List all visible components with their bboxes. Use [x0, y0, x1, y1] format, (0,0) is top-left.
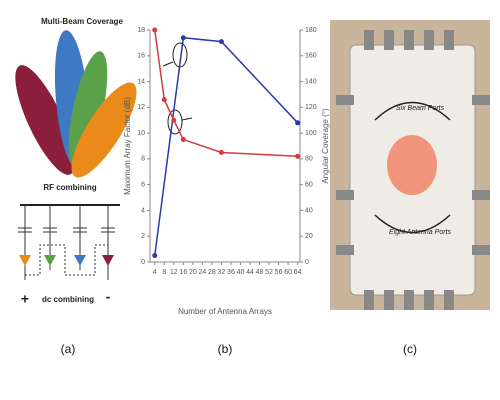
x-tick-label: 52	[265, 269, 273, 276]
y2-tick-label: 40	[305, 207, 313, 214]
point	[295, 153, 301, 159]
y-tick-label: 16	[137, 53, 145, 60]
x-tick-label: 28	[208, 269, 216, 276]
y2-axis-label: Angular Coverage (°)	[321, 108, 330, 184]
x-tick-label: 44	[246, 269, 254, 276]
arrow	[374, 214, 451, 234]
x-tick-label: 20	[189, 269, 197, 276]
arrow	[374, 101, 451, 121]
y-tick-label: 4	[141, 207, 145, 214]
point	[218, 39, 224, 45]
diode	[102, 255, 114, 266]
panel-c: Six Beam Ports Eight Antenna Ports (c)	[330, 20, 490, 356]
x-tick-label: 60	[284, 269, 292, 276]
caption: (b)	[218, 342, 233, 356]
connectors	[336, 30, 490, 310]
beam	[71, 82, 137, 178]
point	[161, 97, 167, 103]
x-tick-label: 16	[179, 269, 187, 276]
y2-tick-label: 60	[305, 182, 313, 189]
x-tick-label: 12	[170, 269, 178, 276]
beam	[68, 51, 108, 169]
rf-label: RF combining	[43, 183, 96, 192]
diode	[74, 255, 86, 266]
y2-tick-label: 80	[305, 156, 313, 163]
panel-a: Multi-Beam Coverage RF combining + - dc …	[15, 17, 137, 356]
y-tick-label: 14	[137, 78, 145, 85]
series-line	[154, 29, 298, 158]
photo-label: Eight Antenna Ports	[389, 229, 452, 236]
x-tick-label: 56	[275, 269, 283, 276]
x-tick-label: 48	[256, 269, 264, 276]
plus: +	[21, 291, 29, 307]
point	[180, 35, 186, 41]
y2-tick-label: 140	[305, 78, 317, 85]
series-line	[154, 36, 299, 256]
y2-tick-label: 20	[305, 233, 313, 240]
dc-label: dc combining	[42, 295, 94, 304]
y-axis-label: Maximum Array Factor (dB)	[123, 97, 132, 195]
caption: (c)	[403, 342, 417, 356]
y-tick-label: 2	[141, 233, 145, 240]
annotation-circle	[167, 109, 183, 135]
y2-tick-label: 0	[305, 259, 309, 266]
point	[180, 137, 186, 143]
annotation-arrow	[181, 117, 193, 121]
diode	[19, 255, 31, 266]
y2-tick-label: 160	[305, 53, 317, 60]
point	[171, 117, 177, 123]
x-tick-label: 40	[237, 269, 245, 276]
panel-b: (b) Number of Antenna Arrays Maximum Arr…	[123, 27, 330, 356]
beam-title: Multi-Beam Coverage	[41, 17, 123, 26]
annotation-arrow	[162, 61, 174, 67]
x-tick-label: 32	[218, 269, 226, 276]
point	[295, 120, 301, 126]
caption: (a)	[61, 342, 76, 356]
diode	[44, 255, 56, 266]
glow	[387, 135, 437, 195]
y2-tick-label: 100	[305, 130, 317, 137]
x-tick-label: 8	[162, 269, 166, 276]
x-tick-label: 36	[227, 269, 235, 276]
point	[152, 27, 158, 33]
y-tick-label: 18	[137, 27, 145, 34]
x-axis-label: Number of Antenna Arrays	[178, 307, 272, 316]
circuit	[18, 205, 115, 280]
point	[152, 253, 158, 259]
x-tick-label: 24	[198, 269, 206, 276]
y-tick-label: 10	[137, 130, 145, 137]
x-tick-label: 64	[294, 269, 302, 276]
y-tick-label: 6	[141, 182, 145, 189]
y2-tick-label: 120	[305, 104, 317, 111]
point	[218, 149, 224, 155]
y-tick-label: 12	[137, 104, 145, 111]
x-tick-label: 4	[153, 269, 157, 276]
minus: -	[106, 289, 111, 305]
beam	[15, 65, 75, 175]
y-tick-label: 0	[141, 259, 145, 266]
y-tick-label: 8	[141, 156, 145, 163]
photo-label: Six Beam Ports	[396, 105, 445, 112]
y2-tick-label: 180	[305, 27, 317, 34]
